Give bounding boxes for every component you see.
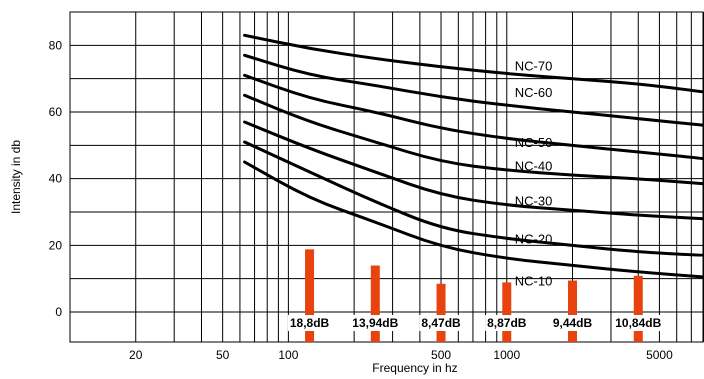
curve-label: NC-20: [515, 232, 553, 247]
y-axis-label: Intensity in db: [9, 140, 23, 214]
curve-label: NC-30: [515, 193, 553, 208]
y-tick-label: 80: [49, 38, 63, 52]
x-tick-label: 20: [129, 348, 143, 362]
bar: [568, 280, 578, 342]
bar-label-background: [613, 315, 664, 331]
x-tick-label: 1000: [493, 348, 520, 362]
bar-value-label: 8,87dB: [487, 316, 527, 330]
nc-curve: [243, 93, 704, 186]
nc-curve: [243, 120, 704, 221]
y-tick-label: 60: [49, 105, 63, 119]
plot-frame: [69, 11, 704, 343]
x-axis-label: Frequency in hz: [372, 361, 457, 375]
bar-value-label: 9,44dB: [553, 316, 593, 330]
x-tick-label: 500: [431, 348, 451, 362]
bar-value-label: 8,47dB: [421, 316, 461, 330]
y-tick-label: 40: [49, 172, 63, 186]
x-tick-label: 50: [216, 348, 230, 362]
bar-label-background: [550, 315, 595, 331]
y-tick-label: 20: [49, 238, 63, 252]
bar-value-label: 10,84dB: [615, 316, 661, 330]
nc-curve: [243, 53, 704, 127]
curves-layer: [243, 33, 704, 279]
x-tick-label: 100: [278, 348, 298, 362]
bar-value-label: 18,8dB: [290, 316, 330, 330]
y-tick-label: 0: [55, 305, 62, 319]
nc-curve: [243, 140, 704, 257]
curve-label: NC-70: [515, 58, 553, 73]
curve-label: NC-60: [515, 85, 553, 100]
nc-curve: [243, 160, 704, 279]
bar-label-background: [350, 315, 401, 331]
bar-value-label: 13,94dB: [352, 316, 398, 330]
nc-curve: [243, 73, 704, 161]
curve-label: NC-50: [515, 135, 553, 150]
nc-curve: [243, 33, 704, 94]
bar-label-background: [287, 315, 332, 331]
bar: [436, 283, 446, 342]
x-tick-label: 5000: [646, 348, 673, 362]
bars-layer: [305, 249, 643, 342]
bar: [370, 265, 380, 342]
curve-label: NC-10: [515, 273, 553, 288]
curve-label: NC-40: [515, 158, 553, 173]
bar-label-background: [485, 315, 529, 331]
ticks-layer: 20 50 100 500 1000 5000 0 20 40 60 80: [49, 38, 673, 362]
bar: [502, 282, 512, 342]
bar-label-background: [419, 315, 464, 331]
bar: [633, 275, 643, 342]
labels-layer: NC-70 NC-60 NC-50 NC-40 NC-30 NC-20 NC-10 18,8d…: [287, 58, 664, 331]
bar: [305, 249, 315, 342]
